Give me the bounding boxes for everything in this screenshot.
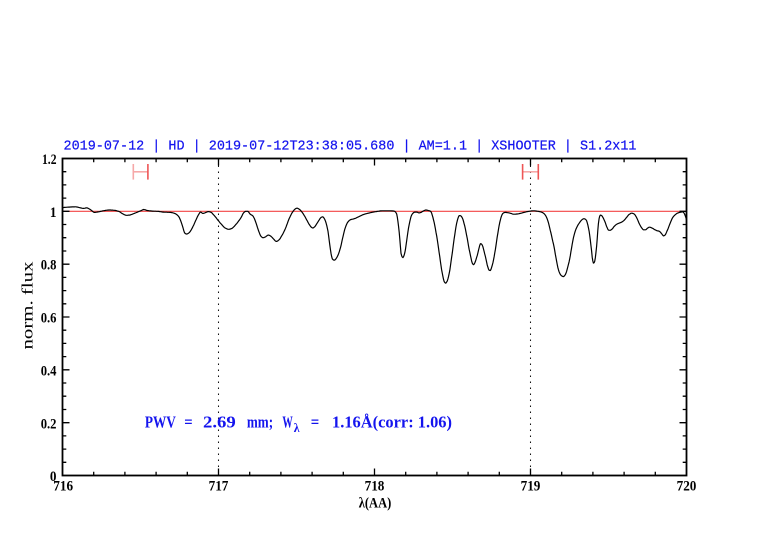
- svg-text:1: 1: [50, 205, 57, 221]
- svg-text:0.2: 0.2: [41, 416, 57, 432]
- svg-text:1.16Å(corr: 1.06): 1.16Å(corr: 1.06): [332, 412, 452, 431]
- svg-text:718: 718: [365, 479, 385, 495]
- svg-text:1.2: 1.2: [42, 152, 57, 168]
- svg-text:2.69: 2.69: [203, 412, 236, 431]
- svg-text:=: =: [184, 412, 192, 431]
- svg-text:0.6: 0.6: [41, 311, 57, 327]
- svg-text:=: =: [311, 412, 320, 431]
- svg-text:norm. flux: norm. flux: [20, 261, 37, 349]
- svg-text:716: 716: [53, 479, 73, 495]
- svg-text:0.4: 0.4: [41, 363, 57, 379]
- svg-text:λ(AA): λ(AA): [359, 496, 392, 512]
- svg-text:0.8: 0.8: [41, 258, 57, 274]
- svg-text:719: 719: [521, 479, 541, 495]
- svg-text:2019-07-12 | HD | 2019-07-12T2: 2019-07-12 | HD | 2019-07-12T23:38:05.68…: [64, 139, 637, 155]
- svg-text:720: 720: [677, 479, 697, 495]
- svg-text:W: W: [282, 412, 293, 431]
- svg-text:PWV: PWV: [145, 412, 176, 431]
- svg-text:0: 0: [50, 469, 57, 485]
- svg-text:717: 717: [209, 479, 229, 495]
- svg-text:λ: λ: [294, 420, 300, 435]
- svg-text:mm;: mm;: [247, 412, 273, 431]
